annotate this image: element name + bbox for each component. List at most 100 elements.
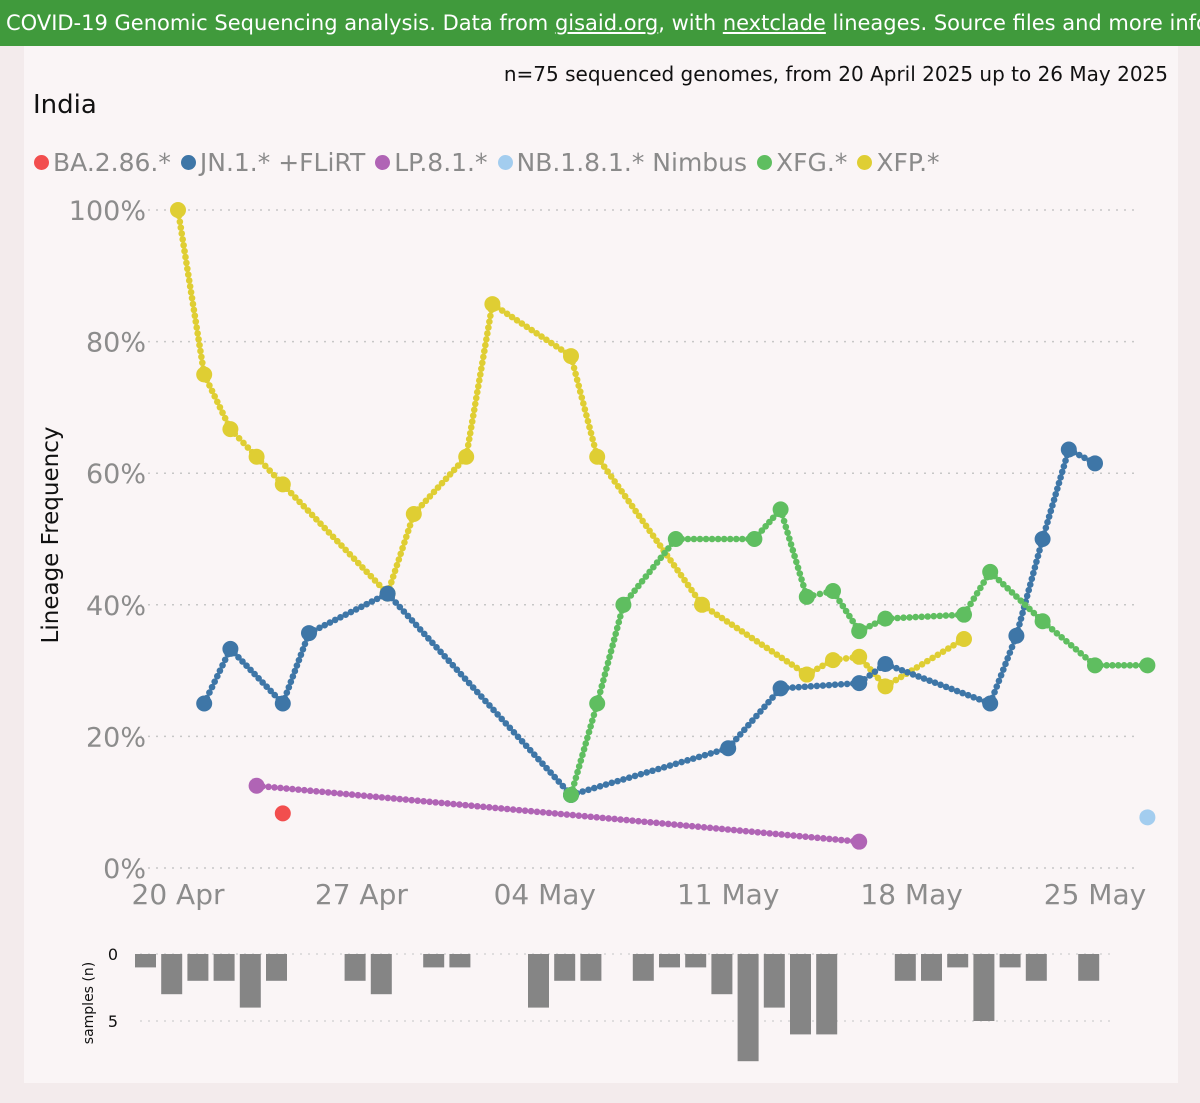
series-connector-dot — [772, 830, 779, 838]
sample-count-bar[interactable] — [213, 954, 235, 981]
sample-count-bar[interactable] — [763, 954, 785, 1008]
data-point[interactable] — [589, 448, 606, 465]
data-point[interactable] — [1087, 657, 1103, 674]
sample-count-bar[interactable] — [161, 954, 183, 995]
data-point[interactable] — [825, 652, 841, 669]
data-point[interactable] — [1060, 441, 1077, 458]
sample-count-bar[interactable] — [239, 954, 261, 1008]
data-point[interactable] — [484, 296, 501, 313]
legend-item-ba286[interactable]: BA.2.86.* — [34, 148, 171, 177]
data-point[interactable] — [301, 625, 317, 642]
data-point[interactable] — [405, 505, 422, 522]
data-point[interactable] — [667, 531, 684, 547]
data-point[interactable] — [982, 563, 999, 580]
data-point[interactable] — [1034, 531, 1051, 547]
sample-count-bar[interactable] — [370, 954, 392, 995]
data-point[interactable] — [1139, 657, 1156, 674]
sample-count-bar[interactable] — [921, 954, 942, 981]
data-point[interactable] — [1087, 455, 1103, 472]
data-point[interactable] — [1008, 627, 1025, 644]
data-point[interactable] — [274, 476, 291, 493]
data-point[interactable] — [851, 648, 868, 665]
sample-count-bar[interactable] — [187, 954, 209, 981]
data-point[interactable] — [877, 678, 894, 695]
series-connector-dot — [239, 658, 246, 665]
data-point[interactable] — [851, 833, 868, 850]
data-point[interactable] — [851, 675, 868, 692]
series-connector-dot — [404, 527, 412, 535]
series-connector-dot — [628, 502, 636, 510]
data-point[interactable] — [825, 582, 841, 599]
sample-count-bar[interactable] — [790, 954, 811, 1035]
y-tick-label: 40% — [86, 591, 146, 622]
data-point[interactable] — [458, 448, 475, 465]
data-point[interactable] — [589, 695, 606, 712]
sample-count-bar[interactable] — [423, 954, 445, 968]
data-point[interactable] — [798, 588, 815, 605]
data-point[interactable] — [379, 585, 396, 602]
sample-count-bar[interactable] — [528, 954, 549, 1008]
legend-item-lp81[interactable]: LP.8.1.* — [375, 148, 488, 177]
sample-count-bar[interactable] — [1025, 954, 1047, 981]
data-point[interactable] — [877, 656, 894, 673]
sample-count-bar[interactable] — [554, 954, 576, 981]
data-point[interactable] — [720, 740, 737, 757]
data-point[interactable] — [196, 695, 213, 712]
data-point[interactable] — [851, 623, 868, 640]
data-point[interactable] — [694, 596, 710, 613]
chart-subtitle: n=75 sequenced genomes, from 20 April 20… — [503, 62, 1168, 86]
data-point[interactable] — [1034, 613, 1051, 630]
sample-count-bar[interactable] — [947, 954, 969, 968]
data-point[interactable] — [248, 777, 265, 794]
data-point[interactable] — [746, 531, 763, 547]
sample-count-bar[interactable] — [816, 954, 838, 1035]
sample-count-bar[interactable] — [894, 954, 916, 981]
data-point[interactable] — [615, 596, 632, 613]
data-point[interactable] — [772, 680, 789, 697]
series-connector-dot — [798, 576, 805, 583]
data-point[interactable] — [877, 610, 894, 627]
legend-item-xfg[interactable]: XFG.* — [757, 148, 847, 177]
data-point[interactable] — [956, 631, 972, 648]
sample-count-bar[interactable] — [632, 954, 654, 981]
sample-count-bar[interactable] — [266, 954, 287, 981]
sample-count-bar[interactable] — [999, 954, 1021, 968]
series-connector-dot — [326, 619, 334, 626]
series-connector-dot — [766, 518, 773, 526]
data-point[interactable] — [982, 695, 999, 712]
data-point[interactable] — [1139, 809, 1156, 826]
data-point[interactable] — [772, 501, 789, 518]
axes: 0% 20% 40% 60% 80% 100% 20 Apr 27 Apr 04 May 11 M… — [38, 196, 1146, 911]
sample-count-bar[interactable] — [685, 954, 707, 968]
sample-count-bar[interactable] — [344, 954, 366, 981]
gisaid-link[interactable]: gisaid.org — [554, 11, 659, 35]
legend-item-jn1[interactable]: JN.1.* +FLiRT — [180, 148, 365, 177]
sample-count-bar[interactable] — [135, 954, 156, 968]
data-point[interactable] — [170, 202, 186, 218]
sample-count-bar[interactable] — [449, 954, 471, 968]
sample-count-bar[interactable] — [1078, 954, 1100, 981]
series-connector-dot — [426, 493, 434, 500]
data-point[interactable] — [196, 366, 213, 383]
legend-item-nb181[interactable]: NB.1.8.1.* Nimbus — [497, 148, 747, 177]
legend-item-xfp[interactable]: XFP.* — [857, 148, 940, 177]
series-connector-dot — [599, 814, 606, 822]
data-point[interactable] — [274, 695, 291, 712]
sample-count-bar[interactable] — [737, 954, 759, 1062]
series-connector-dot — [936, 612, 944, 620]
data-point[interactable] — [956, 606, 972, 623]
series-connector-dot — [1033, 558, 1040, 566]
data-point[interactable] — [563, 348, 579, 365]
sample-count-bar[interactable] — [711, 954, 733, 995]
data-point[interactable] — [798, 666, 815, 683]
series-connector-dot — [641, 818, 648, 826]
sample-count-bar[interactable] — [973, 954, 995, 1021]
nextclade-link[interactable]: nextclade — [722, 11, 826, 35]
data-point[interactable] — [274, 805, 291, 822]
sample-count-bar[interactable] — [659, 954, 680, 968]
data-point[interactable] — [248, 448, 265, 465]
data-point[interactable] — [222, 421, 239, 438]
data-point[interactable] — [222, 640, 239, 657]
data-point[interactable] — [563, 786, 579, 803]
sample-count-bar[interactable] — [580, 954, 602, 981]
